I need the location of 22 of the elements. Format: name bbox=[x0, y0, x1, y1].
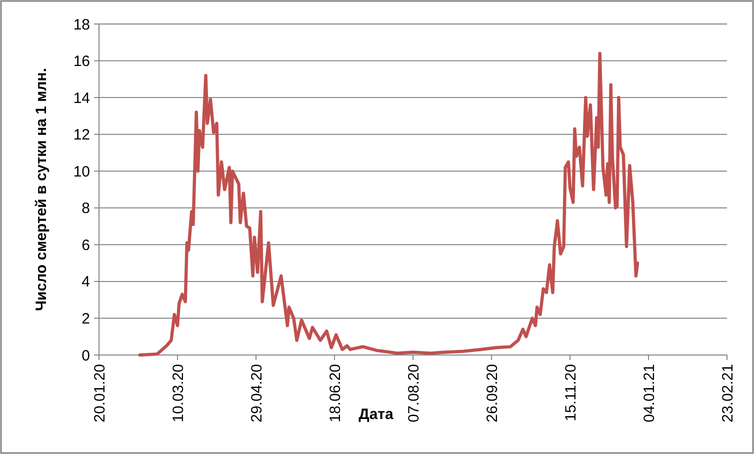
x-tick-label: 18.06.20 bbox=[326, 364, 344, 422]
x-tick-label: 26.09.20 bbox=[484, 364, 501, 422]
y-tick-label: 16 bbox=[73, 53, 90, 70]
y-tick-label: 12 bbox=[73, 126, 90, 144]
x-axis-title: Дата bbox=[358, 406, 394, 423]
x-tick-label: 15.11.20 bbox=[562, 364, 580, 422]
x-tick-label: 29.04.20 bbox=[248, 364, 266, 422]
x-tick-label: 07.08.20 bbox=[405, 364, 422, 422]
y-tick-label: 8 bbox=[82, 200, 90, 218]
y-axis-title: Число смертей в сутки на 1 млн. bbox=[33, 68, 50, 312]
y-tick-label: 10 bbox=[73, 163, 90, 180]
x-tick-label: 10.03.20 bbox=[170, 364, 187, 422]
y-tick-label: 4 bbox=[82, 274, 90, 291]
x-tick-label: 04.01.21 bbox=[640, 364, 658, 422]
y-tick-label: 2 bbox=[82, 310, 90, 328]
y-tick-label: 14 bbox=[73, 90, 90, 107]
x-tick-label: 20.01.20 bbox=[91, 364, 108, 422]
x-tick-label: 23.02.21 bbox=[719, 364, 736, 422]
y-tick-label: 6 bbox=[82, 236, 90, 254]
y-tick-label: 18 bbox=[73, 16, 90, 34]
line-series bbox=[138, 52, 640, 357]
y-tick-label: 0 bbox=[82, 347, 90, 364]
